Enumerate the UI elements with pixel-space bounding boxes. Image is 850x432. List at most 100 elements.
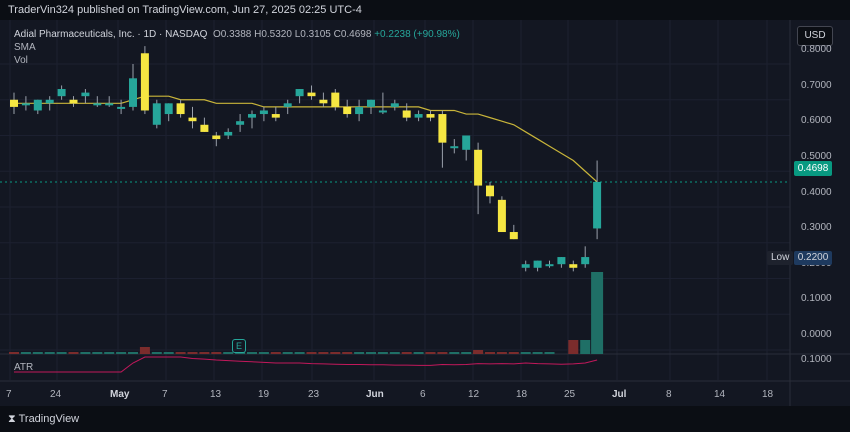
candle-body [248,114,256,118]
candle-body [81,92,90,97]
currency-button[interactable]: USD [797,26,833,46]
volume-bar [175,352,186,354]
candle-body [474,149,483,186]
legend: Adial Pharmaceuticals, Inc. · 1D · NASDA… [14,28,460,67]
candle-body [378,110,387,113]
candle-body [259,110,268,115]
date-tick-label: Jul [612,389,627,400]
candle-body [212,135,221,140]
date-tick-label: 8 [666,389,672,400]
volume-bar [20,352,31,354]
candle-body [593,181,602,229]
volume-bar [163,352,174,354]
volume-bar [223,352,234,354]
price-tick-label: 0.7000 [801,80,832,91]
symbol-title[interactable]: Adial Pharmaceuticals, Inc. · 1D · NASDA… [14,29,208,40]
price-tick-label: 0.8000 [801,44,832,55]
date-tick-label: 7 [6,389,12,400]
volume-bar [211,352,222,354]
candle-body [295,89,304,97]
atr-legend[interactable]: ATR [14,362,34,373]
sma-line [14,95,598,183]
volume-bar [389,352,400,354]
price-tick-label: 0.6000 [801,115,832,126]
candle-body [93,103,102,106]
date-tick-label: 6 [420,389,426,400]
publish-bar: TraderVin324 published on TradingView.co… [0,0,850,20]
volume-bar [437,352,448,354]
volume-bar [44,352,55,354]
candle-body [224,131,233,136]
date-tick-label: 24 [50,389,62,400]
volume-bar-jun [473,350,484,354]
candle-body [105,103,114,106]
sma-legend[interactable]: SMA [14,42,36,53]
volume-bar [247,352,257,354]
volume-bar [270,352,281,354]
date-tick-label: 13 [210,389,222,400]
date-tick-label: 12 [468,389,480,400]
volume-bar [449,352,460,354]
candle-body [438,114,447,143]
volume-bar [104,352,115,354]
volume-bar [532,352,543,354]
volume-bar [68,352,79,354]
volume-bar [56,352,67,354]
date-tick-label: Jun [366,389,384,400]
volume-bar [425,352,436,354]
volume-bar [282,352,293,354]
volume-bar [32,352,43,354]
candle-body [545,264,554,267]
vol-legend[interactable]: Vol [14,55,28,66]
candle-body [509,232,518,240]
volume-bar [187,352,198,354]
date-tick-label: 18 [516,389,528,400]
candle-body [33,99,42,111]
candle-body [426,114,435,118]
volume-bar [342,352,353,354]
tv-icon: ⧗ [8,413,16,425]
candle-body [355,106,364,115]
volume-bar [80,352,91,354]
candle-body [581,257,590,265]
volume-bar [235,352,246,354]
candle-body [402,110,411,118]
candle-body [69,99,78,104]
candle-body [45,99,54,104]
candle-body [497,199,506,233]
candle-body [367,99,375,107]
candle-body [164,103,173,115]
candle-body [188,117,197,122]
candle-body [21,103,30,106]
candle-body [271,114,280,118]
price-tick-label: 0.1000 [801,293,832,304]
candle-body [331,92,340,107]
date-tick-label: 7 [162,389,168,400]
volume-bar [401,352,412,354]
low-value-label: 0.2200 [794,251,832,265]
earnings-badge[interactable]: E [232,339,246,353]
date-tick-label: 19 [258,389,270,400]
volume-bar [92,352,103,354]
price-tick-label: 0.5000 [801,151,832,162]
volume-bar [366,352,376,354]
candle-body [343,106,352,115]
date-tick-label: 18 [762,389,774,400]
volume-bar [508,352,519,354]
volume-bar [485,352,495,354]
footer-bar [0,406,850,432]
volume-bar [9,352,19,354]
candle-body [200,124,209,132]
volume-bar [199,352,210,354]
volume-bar [580,340,591,354]
candle-body [569,264,578,268]
atr-line [14,356,598,373]
candle-body [307,92,316,97]
tradingview-logo[interactable]: ⧗ TradingView [8,413,79,426]
volume-bar [330,352,341,354]
candle-body [129,78,137,107]
candle-body [10,99,18,107]
date-tick-label: 23 [308,389,320,400]
